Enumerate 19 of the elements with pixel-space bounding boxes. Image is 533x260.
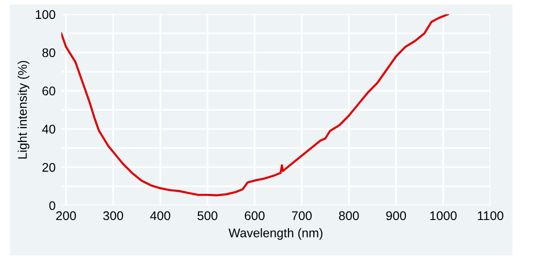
y-tick-label: 0 [49,201,56,210]
x-tick-label: 500 [198,211,218,220]
x-tick-label: 300 [103,211,124,220]
y-tick-label: 40 [42,124,56,134]
x-tick-label: 1000 [430,211,457,220]
x-tick-label: 600 [244,211,265,220]
y-axis-title: Light intensity (%) [18,60,30,158]
line-series [61,14,449,196]
x-tick-label: 1100 [478,211,504,220]
x-axis-title: Wavelength (nm) [228,228,322,240]
y-tick-label: 60 [42,86,56,96]
y-tick-label: 80 [42,48,56,58]
x-tick-label: 400 [150,211,170,220]
x-tick-label: 800 [339,211,359,220]
y-tick-label: 20 [42,162,56,172]
x-tick-label: 200 [56,211,76,220]
y-tick-label: 100 [36,10,56,19]
x-tick-label: 900 [386,211,406,220]
x-tick-label: 700 [292,211,312,220]
